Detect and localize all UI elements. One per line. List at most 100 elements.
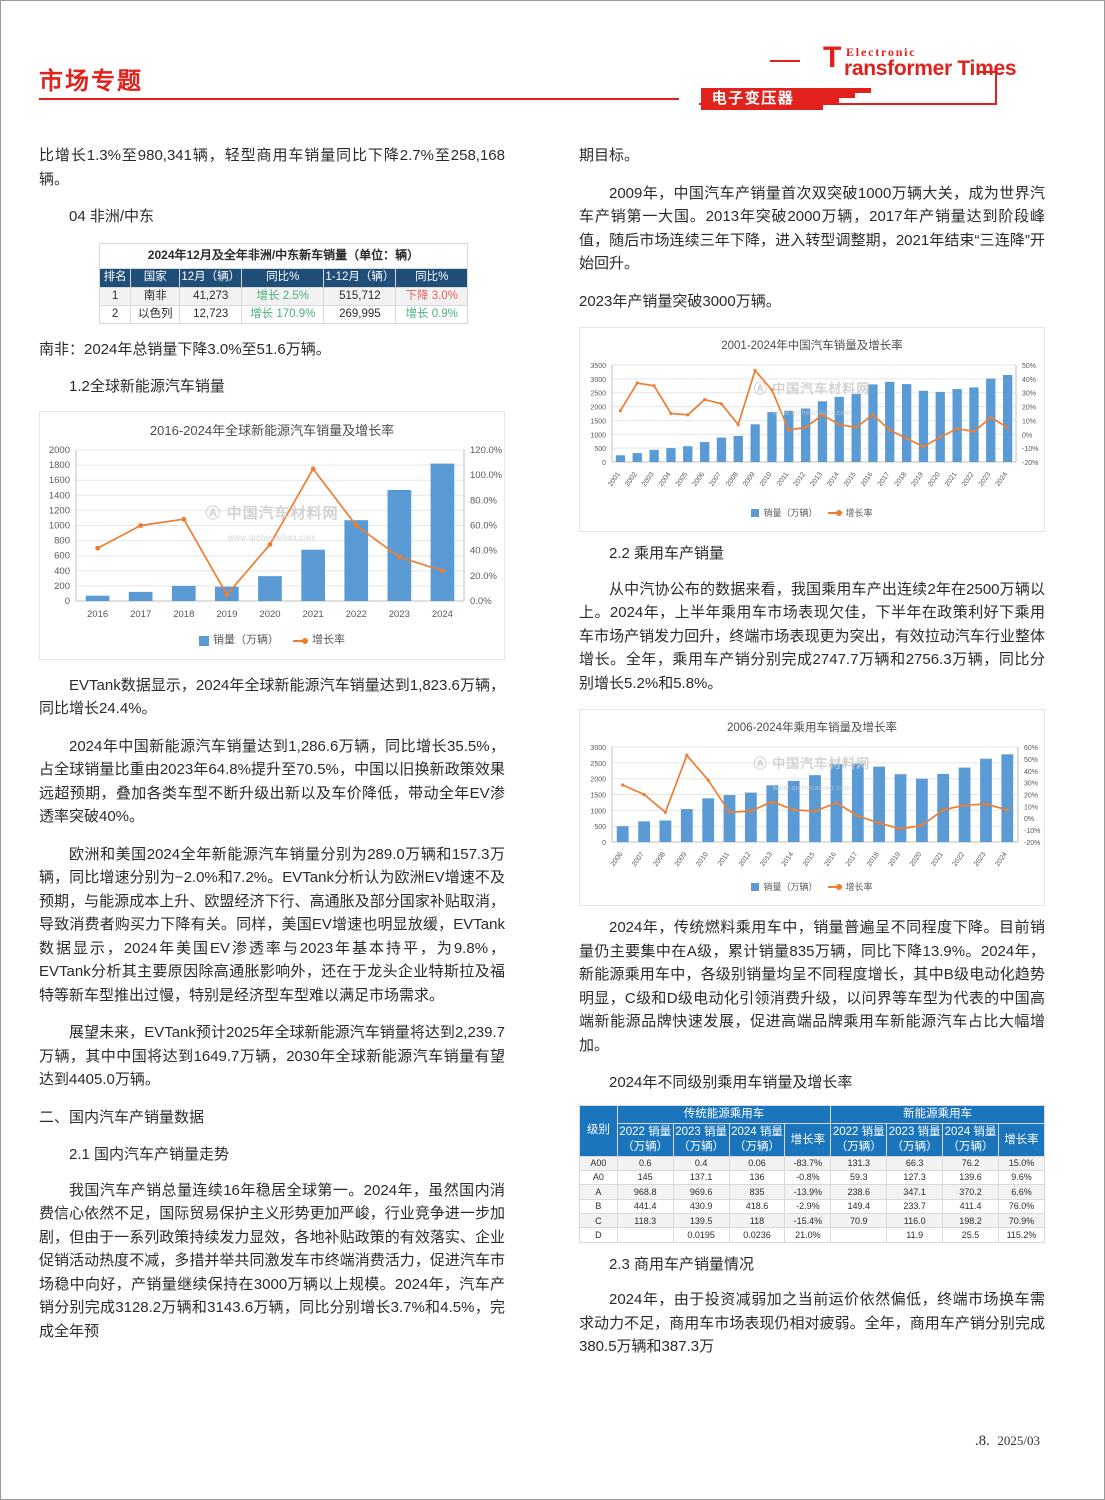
svg-text:100.0%: 100.0% [470, 471, 503, 482]
svg-text:2013: 2013 [809, 471, 824, 488]
svg-text:-20%: -20% [1022, 460, 1038, 467]
svg-text:2016: 2016 [860, 471, 875, 488]
svg-text:2005: 2005 [675, 471, 690, 488]
svg-text:2020: 2020 [259, 609, 280, 620]
svg-text:120.0%: 120.0% [470, 445, 503, 456]
svg-text:30%: 30% [1024, 780, 1038, 787]
svg-text:2020: 2020 [927, 471, 942, 488]
svg-text:1500: 1500 [590, 418, 606, 425]
svg-text:2021: 2021 [944, 471, 959, 488]
svg-text:80.0%: 80.0% [470, 496, 497, 507]
svg-text:1200: 1200 [49, 506, 70, 517]
svg-text:-10%: -10% [1022, 446, 1038, 453]
svg-text:2500: 2500 [590, 760, 606, 767]
svg-text:200: 200 [54, 581, 70, 592]
svg-text:2022: 2022 [952, 851, 967, 868]
svg-text:2023: 2023 [389, 609, 410, 620]
svg-text:1500: 1500 [590, 792, 606, 799]
svg-text:2008: 2008 [652, 851, 667, 868]
svg-text:2023: 2023 [973, 851, 988, 868]
svg-text:2006: 2006 [692, 471, 707, 488]
svg-text:2015: 2015 [843, 471, 858, 488]
svg-text:2004: 2004 [658, 471, 673, 488]
svg-text:2000: 2000 [590, 776, 606, 783]
svg-text:2019: 2019 [216, 609, 237, 620]
svg-text:-20%: -20% [1024, 840, 1040, 847]
svg-text:2017: 2017 [845, 851, 860, 868]
svg-text:2021: 2021 [930, 851, 945, 868]
svg-text:400: 400 [54, 566, 70, 577]
svg-text:2018: 2018 [894, 471, 909, 488]
svg-text:2010: 2010 [695, 851, 710, 868]
svg-text:20%: 20% [1024, 792, 1038, 799]
svg-text:2022: 2022 [961, 471, 976, 488]
svg-text:60%: 60% [1024, 745, 1038, 752]
svg-text:2024: 2024 [995, 471, 1010, 488]
svg-text:0%: 0% [1022, 432, 1032, 439]
svg-text:2021: 2021 [303, 609, 324, 620]
svg-text:20.0%: 20.0% [470, 571, 497, 582]
svg-text:0: 0 [602, 840, 606, 847]
svg-text:0: 0 [602, 460, 606, 467]
svg-text:0%: 0% [1024, 816, 1034, 823]
svg-text:40.0%: 40.0% [470, 546, 497, 557]
svg-text:2013: 2013 [759, 851, 774, 868]
svg-text:600: 600 [54, 551, 70, 562]
svg-text:2012: 2012 [738, 851, 753, 868]
svg-text:500: 500 [594, 824, 606, 831]
svg-text:3000: 3000 [590, 745, 606, 752]
svg-text:1000: 1000 [590, 808, 606, 815]
svg-text:2014: 2014 [781, 851, 796, 868]
svg-text:2015: 2015 [802, 851, 817, 868]
svg-text:1600: 1600 [49, 476, 70, 487]
svg-text:2019: 2019 [910, 471, 925, 488]
svg-text:2017: 2017 [877, 471, 892, 488]
svg-text:2006: 2006 [610, 851, 625, 868]
svg-text:2001: 2001 [607, 471, 622, 488]
svg-text:2022: 2022 [346, 609, 367, 620]
svg-text:2008: 2008 [725, 471, 740, 488]
svg-text:2011: 2011 [717, 851, 731, 867]
svg-text:0: 0 [65, 596, 70, 607]
svg-text:2018: 2018 [173, 609, 194, 620]
svg-text:20%: 20% [1022, 404, 1036, 411]
svg-text:2024: 2024 [432, 609, 453, 620]
svg-text:2023: 2023 [978, 471, 993, 488]
svg-text:2000: 2000 [590, 404, 606, 411]
svg-text:500: 500 [594, 446, 606, 453]
svg-text:2016: 2016 [87, 609, 108, 620]
svg-text:2020: 2020 [909, 851, 924, 868]
svg-text:10%: 10% [1024, 804, 1038, 811]
svg-text:2010: 2010 [759, 471, 774, 488]
svg-text:2007: 2007 [708, 471, 723, 488]
svg-text:2009: 2009 [742, 471, 757, 488]
svg-text:30%: 30% [1022, 390, 1036, 397]
svg-text:800: 800 [54, 536, 70, 547]
svg-text:2011: 2011 [776, 471, 790, 487]
svg-text:50%: 50% [1024, 756, 1038, 763]
svg-text:50%: 50% [1022, 363, 1036, 370]
svg-text:2000: 2000 [49, 445, 70, 456]
svg-text:2024: 2024 [994, 851, 1009, 868]
svg-text:2500: 2500 [590, 390, 606, 397]
svg-text:3000: 3000 [590, 376, 606, 383]
svg-text:0.0%: 0.0% [470, 596, 492, 607]
svg-text:1000: 1000 [590, 432, 606, 439]
svg-text:1400: 1400 [49, 491, 70, 502]
svg-text:2019: 2019 [887, 851, 902, 868]
svg-text:1800: 1800 [49, 461, 70, 472]
svg-text:40%: 40% [1022, 376, 1036, 383]
svg-text:2007: 2007 [631, 851, 646, 868]
svg-text:2017: 2017 [130, 609, 151, 620]
svg-text:2012: 2012 [793, 471, 808, 488]
svg-text:2018: 2018 [866, 851, 881, 868]
svg-text:40%: 40% [1024, 768, 1038, 775]
svg-text:10%: 10% [1022, 418, 1036, 425]
svg-text:2003: 2003 [641, 471, 656, 488]
svg-text:2016: 2016 [823, 851, 838, 868]
svg-text:1000: 1000 [49, 521, 70, 532]
svg-text:-10%: -10% [1024, 828, 1040, 835]
svg-text:3500: 3500 [590, 363, 606, 370]
svg-text:2002: 2002 [624, 471, 639, 488]
svg-text:2014: 2014 [826, 471, 841, 488]
